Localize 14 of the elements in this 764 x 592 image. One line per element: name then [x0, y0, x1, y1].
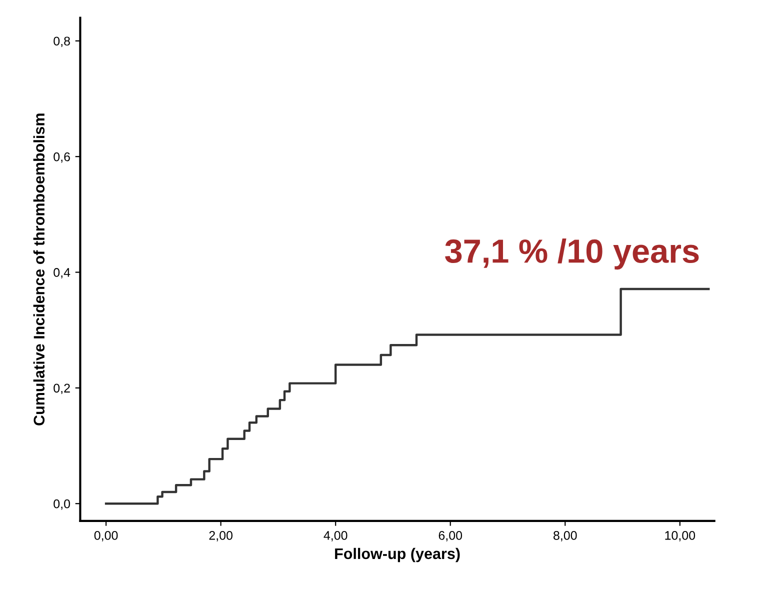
x-tick-label: 10,00	[665, 531, 696, 542]
y-tick-label: 0,0	[54, 499, 70, 510]
y-tick-label: 0,6	[54, 152, 70, 163]
x-tick-label: 0,00	[94, 531, 118, 542]
y-tick-label: 0,2	[54, 384, 70, 394]
y-tick-label: 0,4	[54, 268, 70, 278]
x-tick-label: 8,00	[554, 531, 577, 542]
x-tick-label: 6,00	[438, 531, 462, 542]
x-axis-title: Follow-up (years)	[335, 548, 460, 562]
x-tick-label: 4,00	[324, 531, 348, 542]
y-axis-title: Cumulative Incidence of thromboembolism	[33, 114, 45, 426]
x-tick-label: 2,00	[209, 531, 232, 542]
y-tick-label: 0,8	[54, 36, 70, 48]
annotation: 37,1 % /10 years	[445, 238, 699, 270]
